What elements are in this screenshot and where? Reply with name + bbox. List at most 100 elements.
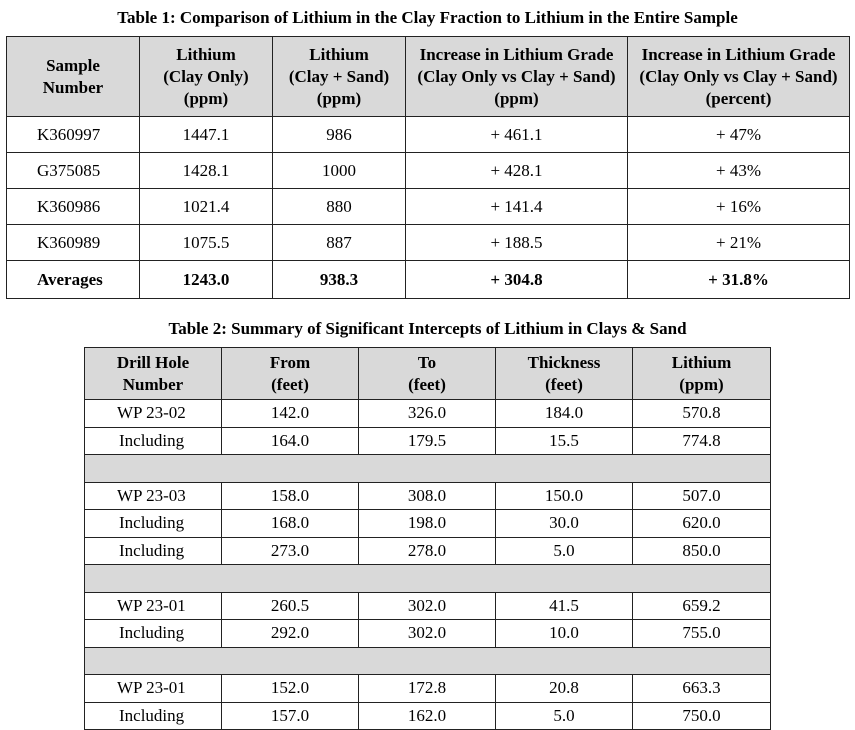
lithium-comparison-table: Sample Number Lithium (Clay Only) (ppm) Lithi… (6, 36, 850, 299)
separator-cell (84, 564, 771, 593)
table-cell: Averages (6, 260, 140, 299)
header-line: From (269, 352, 311, 372)
header-line: Lithium (671, 352, 732, 372)
header-line: (Clay Only vs Clay + Sand) (417, 66, 616, 86)
table-cell: 20.8 (495, 674, 633, 703)
header-line: (feet) (408, 374, 446, 394)
table-cell: 5.0 (495, 536, 633, 565)
table-cell: Including (84, 619, 222, 648)
table-cell: 142.0 (221, 399, 359, 428)
table-cell: K360997 (6, 116, 140, 153)
table1-header-row: Sample Number Lithium (Clay Only) (ppm) Lithi… (6, 36, 850, 117)
table-cell: Including (84, 701, 222, 730)
table-row: Including 168.0 198.0 30.0 620.0 (84, 509, 771, 538)
table-row: WP 23-03 158.0 308.0 150.0 507.0 (84, 481, 771, 510)
table-cell: 158.0 (221, 481, 359, 510)
table-cell: 1000 (272, 152, 406, 189)
table-cell: 774.8 (632, 426, 771, 455)
table-cell: 850.0 (632, 536, 771, 565)
table-cell: 620.0 (632, 509, 771, 538)
table-cell: 150.0 (495, 481, 633, 510)
table-cell: WP 23-02 (84, 399, 222, 428)
table-row: Including 292.0 302.0 10.0 755.0 (84, 619, 771, 648)
header-line: (Clay Only vs Clay + Sand) (639, 66, 838, 86)
table-cell: 302.0 (358, 591, 496, 620)
table-row: WP 23-02 142.0 326.0 184.0 570.8 (84, 399, 771, 428)
table-cell: 986 (272, 116, 406, 153)
table2-header-cell: Lithium (ppm) (632, 347, 771, 400)
table1-caption: Table 1: Comparison of Lithium in the Cl… (117, 8, 738, 27)
group-separator-row (84, 564, 771, 593)
table-cell: + 47% (627, 116, 850, 153)
table-cell: 278.0 (358, 536, 496, 565)
table2-header-cell: Thickness (feet) (495, 347, 633, 400)
table-cell: K360989 (6, 224, 140, 261)
table-row: K360989 1075.5 887 + 188.5 + 21% (6, 224, 850, 261)
table1-header-cell: Increase in Lithium Grade (Clay Only vs C… (405, 36, 628, 117)
table-cell: Including (84, 536, 222, 565)
table2-header-cell: From (feet) (221, 347, 359, 400)
table-cell: WP 23-01 (84, 591, 222, 620)
table-cell: WP 23-03 (84, 481, 222, 510)
table-cell: 172.8 (358, 674, 496, 703)
table-cell: + 141.4 (405, 188, 628, 225)
table1-header-cell: Lithium (Clay Only) (ppm) (139, 36, 273, 117)
header-line: (ppm) (183, 88, 229, 108)
table-cell: 507.0 (632, 481, 771, 510)
header-line: (ppm) (679, 374, 724, 394)
table-cell: Including (84, 509, 222, 538)
table-cell: 1447.1 (139, 116, 273, 153)
table-cell: 663.3 (632, 674, 771, 703)
table1-header-cell: Lithium (Clay + Sand) (ppm) (272, 36, 406, 117)
table-cell: 5.0 (495, 701, 633, 730)
table-cell: 184.0 (495, 399, 633, 428)
table-row: K360986 1021.4 880 + 141.4 + 16% (6, 188, 850, 225)
table-cell: 570.8 (632, 399, 771, 428)
table-cell: 750.0 (632, 701, 771, 730)
table1-header-cell: Increase in Lithium Grade (Clay Only vs C… (627, 36, 850, 117)
table-cell: 1075.5 (139, 224, 273, 261)
table-cell: + 16% (627, 188, 850, 225)
table-cell: + 304.8 (405, 260, 628, 299)
table-cell: 1021.4 (139, 188, 273, 225)
header-line: Number (42, 77, 104, 97)
group-separator-row (84, 646, 771, 675)
table-cell: 198.0 (358, 509, 496, 538)
header-line: (Clay Only) (163, 66, 249, 86)
drill-intercepts-table: Drill Hole Number From (feet) To (feet) Thickn… (84, 347, 771, 730)
header-line: Increase in Lithium Grade (641, 44, 836, 64)
table2-caption: Table 2: Summary of Significant Intercep… (168, 319, 687, 338)
table-cell: 260.5 (221, 591, 359, 620)
header-line: (percent) (705, 88, 772, 108)
table-row: Including 164.0 179.5 15.5 774.8 (84, 426, 771, 455)
table-cell: 152.0 (221, 674, 359, 703)
table-cell: 179.5 (358, 426, 496, 455)
table-cell: + 21% (627, 224, 850, 261)
header-line: Increase in Lithium Grade (419, 44, 614, 64)
table-row: Including 273.0 278.0 5.0 850.0 (84, 536, 771, 565)
table-cell: 273.0 (221, 536, 359, 565)
table-cell: 880 (272, 188, 406, 225)
group-separator-row (84, 454, 771, 483)
header-line: (Clay + Sand) (288, 66, 390, 86)
table2-header-row: Drill Hole Number From (feet) To (feet) Thickn… (84, 347, 771, 400)
separator-cell (84, 646, 771, 675)
table-cell: 1243.0 (139, 260, 273, 299)
header-line: (feet) (271, 374, 309, 394)
table-cell: + 31.8% (627, 260, 850, 299)
table-cell: 164.0 (221, 426, 359, 455)
header-line: Number (122, 374, 184, 394)
header-line: (feet) (545, 374, 583, 394)
table-cell: 659.2 (632, 591, 771, 620)
table-cell: 887 (272, 224, 406, 261)
table-cell: 162.0 (358, 701, 496, 730)
table-row: Including 157.0 162.0 5.0 750.0 (84, 701, 771, 730)
table-cell: 326.0 (358, 399, 496, 428)
table-cell: + 461.1 (405, 116, 628, 153)
table-cell: 41.5 (495, 591, 633, 620)
header-line: Lithium (309, 44, 369, 64)
table-row: K360997 1447.1 986 + 461.1 + 47% (6, 116, 850, 153)
header-line: (ppm) (494, 88, 539, 108)
averages-row: Averages 1243.0 938.3 + 304.8 + 31.8% (6, 260, 850, 299)
table-cell: 30.0 (495, 509, 633, 538)
